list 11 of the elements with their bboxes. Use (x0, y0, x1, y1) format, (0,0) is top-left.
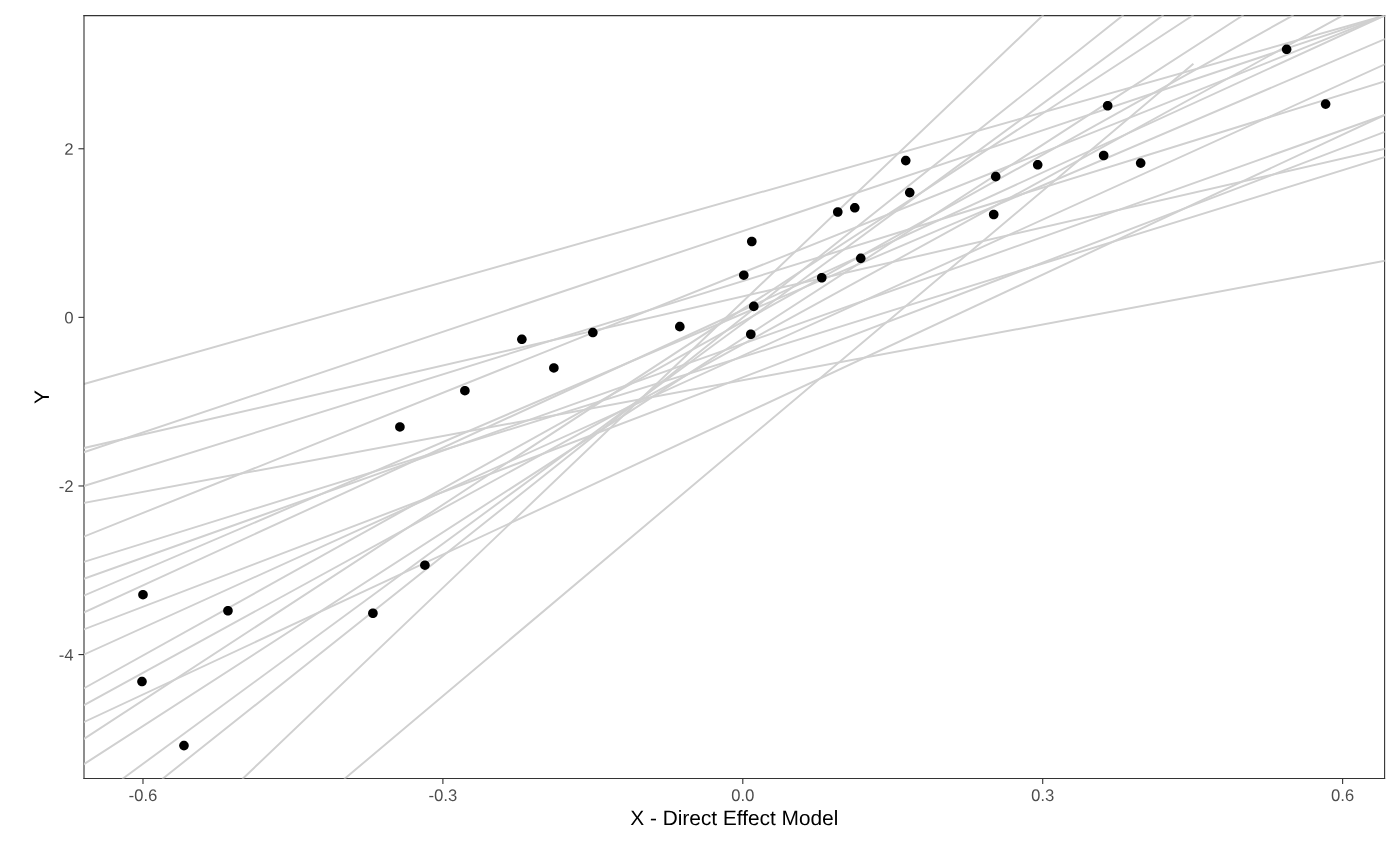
y-tick-label: -2 (59, 480, 73, 493)
x-axis-title: X - Direct Effect Model (630, 810, 837, 826)
x-tick-label: 0.6 (1331, 789, 1354, 802)
x-tick-label: -0.3 (429, 789, 457, 802)
y-axis-title: Y (34, 390, 49, 404)
x-tick-label: -0.6 (129, 789, 157, 802)
y-tick-label: -4 (59, 649, 74, 661)
y-tick-label: 0 (64, 311, 73, 324)
x-tick-label: 0.3 (1031, 789, 1054, 802)
y-tick-label: 2 (65, 143, 73, 155)
x-tick-label: 0.0 (731, 789, 754, 802)
